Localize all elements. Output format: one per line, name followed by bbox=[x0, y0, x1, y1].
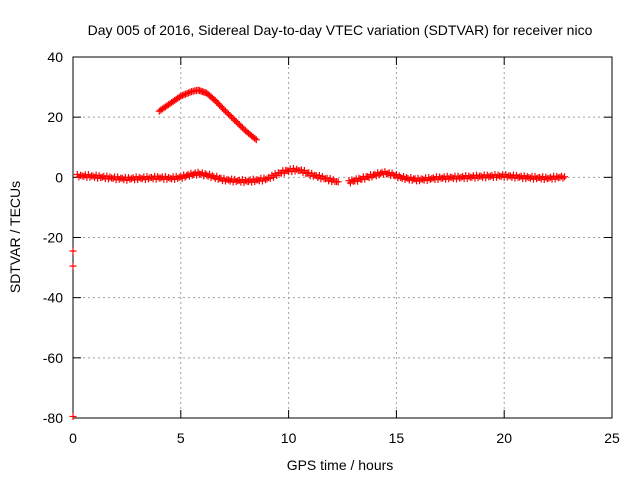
data-point bbox=[177, 92, 185, 100]
y-tick-label: 20 bbox=[47, 109, 63, 125]
data-point bbox=[157, 174, 165, 182]
data-point bbox=[486, 172, 494, 180]
y-tick-label: -60 bbox=[43, 350, 63, 366]
data-point bbox=[536, 173, 544, 181]
data-point bbox=[326, 174, 334, 182]
data-point bbox=[226, 112, 234, 120]
data-point bbox=[293, 165, 301, 173]
data-point bbox=[181, 90, 189, 98]
data-point bbox=[238, 124, 246, 132]
chart-title: Day 005 of 2016, Sidereal Day-to-day VTE… bbox=[88, 22, 593, 38]
data-point bbox=[545, 174, 553, 182]
x-tick-labels: 0 5 10 15 20 25 bbox=[69, 430, 620, 446]
data-point bbox=[428, 175, 436, 183]
data-point bbox=[180, 91, 188, 99]
data-point bbox=[252, 136, 260, 144]
data-point bbox=[80, 172, 88, 180]
data-point bbox=[232, 118, 240, 126]
data-point bbox=[183, 90, 191, 98]
data-point bbox=[229, 115, 237, 123]
data-point bbox=[232, 178, 240, 186]
data-point bbox=[221, 107, 229, 115]
y-tick-label: -80 bbox=[43, 410, 63, 426]
x-tick-label: 0 bbox=[69, 430, 77, 446]
data-point bbox=[166, 174, 174, 182]
data-point bbox=[98, 173, 106, 181]
y-tick-labels: -80 -60 -40 -20 0 20 40 bbox=[43, 49, 63, 426]
y-tick-label: 0 bbox=[55, 169, 63, 185]
data-point bbox=[103, 172, 111, 180]
y-axis-label: SDTVAR / TECUs bbox=[7, 181, 23, 293]
data-point bbox=[315, 171, 323, 179]
data-point bbox=[334, 178, 342, 186]
data-point bbox=[220, 106, 228, 114]
data-point bbox=[561, 173, 569, 181]
data-point bbox=[439, 174, 447, 182]
data-point bbox=[148, 173, 156, 181]
data-point bbox=[186, 88, 194, 96]
data-point bbox=[185, 89, 192, 97]
data-point bbox=[69, 412, 77, 420]
data-point bbox=[128, 175, 136, 183]
data-point bbox=[223, 109, 231, 117]
data-point bbox=[254, 176, 262, 184]
data-point bbox=[305, 169, 313, 177]
data-point bbox=[516, 173, 524, 181]
data-point bbox=[235, 121, 243, 129]
x-axis-label: GPS time / hours bbox=[287, 457, 394, 473]
x-tick-label: 20 bbox=[496, 430, 512, 446]
data-point bbox=[457, 173, 465, 181]
data-point bbox=[69, 262, 77, 270]
data-point bbox=[234, 119, 242, 127]
data-point bbox=[506, 172, 514, 180]
y-tick-label: 40 bbox=[47, 49, 63, 65]
data-point bbox=[258, 177, 266, 185]
data-point bbox=[228, 113, 236, 121]
data-point bbox=[89, 172, 97, 180]
data-point bbox=[559, 174, 567, 182]
data-point bbox=[429, 174, 437, 182]
data-points bbox=[69, 86, 569, 420]
data-point bbox=[419, 175, 427, 183]
grid-lines bbox=[73, 57, 612, 418]
data-point bbox=[477, 172, 485, 180]
y-tick-label: -40 bbox=[43, 290, 63, 306]
data-point bbox=[225, 110, 233, 118]
x-tick-label: 5 bbox=[177, 430, 185, 446]
data-point bbox=[164, 173, 172, 181]
x-tick-label: 15 bbox=[389, 430, 405, 446]
data-point bbox=[141, 176, 149, 184]
data-point bbox=[556, 173, 564, 181]
data-point bbox=[218, 104, 226, 112]
x-tick-label: 25 bbox=[604, 430, 620, 446]
data-point bbox=[109, 175, 117, 183]
data-point bbox=[237, 122, 245, 130]
data-point bbox=[175, 93, 183, 101]
data-point bbox=[118, 174, 126, 182]
data-point bbox=[225, 176, 233, 184]
x-tick-label: 10 bbox=[281, 430, 297, 446]
data-point bbox=[525, 174, 533, 182]
data-point bbox=[171, 175, 179, 183]
data-point bbox=[448, 173, 456, 181]
data-point bbox=[238, 176, 246, 184]
data-point bbox=[266, 174, 274, 182]
y-tick-label: -20 bbox=[43, 230, 63, 246]
data-point bbox=[245, 177, 253, 185]
data-point bbox=[69, 247, 77, 255]
tick-marks bbox=[72, 56, 613, 419]
data-point bbox=[231, 116, 239, 124]
data-point bbox=[251, 134, 259, 142]
data-point bbox=[178, 91, 186, 99]
